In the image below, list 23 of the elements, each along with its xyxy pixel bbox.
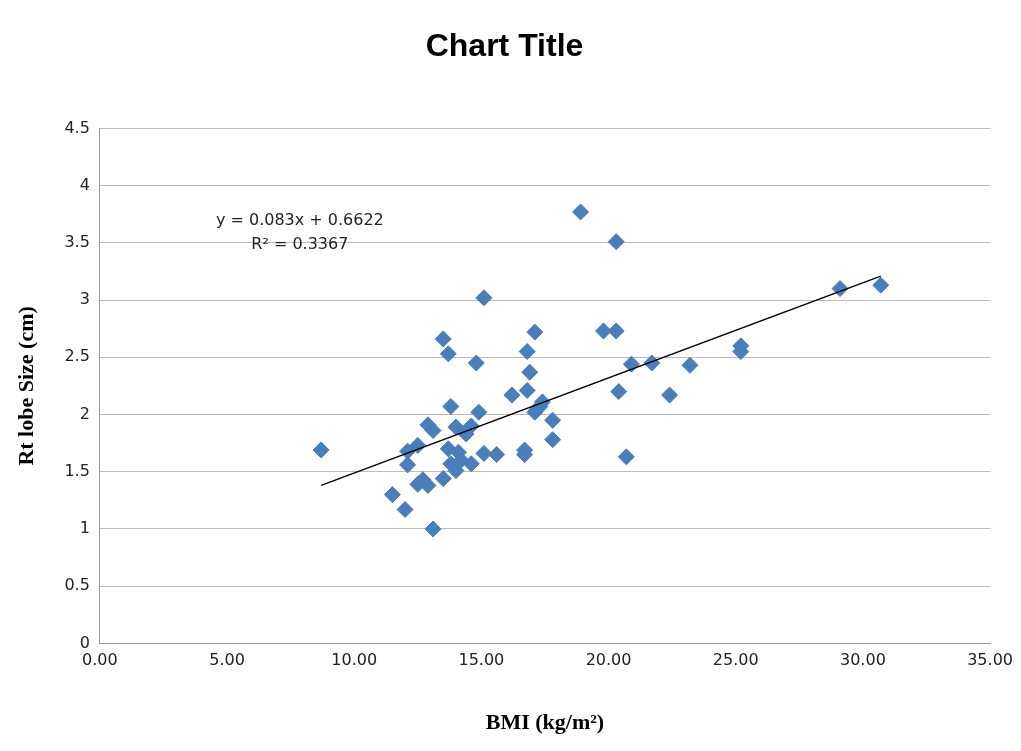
chart-title: Chart Title [425,27,584,64]
y-tick-label: 3 [79,289,90,309]
y-tick-label: 3.5 [64,232,90,251]
annotation: y = 0.083x + 0.6622 [215,209,384,229]
x-tick-label: 30.00 [840,650,886,670]
y-tick-label: 4.5 [64,117,90,137]
annotation: R² = 0.3367 [251,233,349,253]
x-tick-label: 20.00 [585,650,632,670]
x-tick-label: 15.00 [458,650,505,670]
y-tick-label: 2 [79,403,90,423]
y-tick-label: 0.5 [64,575,90,595]
x-axis-title: BMI (kg/m²) [485,709,605,735]
y-tick-label: 4 [79,174,90,194]
y-tick-label: 2.5 [64,346,90,366]
x-tick-label: 10.00 [331,650,378,670]
x-tick-label: 25.00 [712,650,759,670]
x-tick-label: 0.00 [82,650,118,670]
y-axis-title: Rt lobe Size (cm) [12,306,38,466]
x-tick-label: 35.00 [967,650,1013,670]
y-tick-label: 1.5 [64,460,90,480]
y-tick-label: 0 [79,632,90,652]
y-tick-label: 1 [79,518,90,538]
x-tick-label: 5.00 [209,650,245,670]
